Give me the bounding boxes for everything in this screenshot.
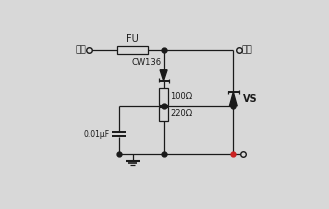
Text: CW136: CW136 — [131, 58, 161, 67]
Polygon shape — [160, 70, 167, 80]
Text: 输入: 输入 — [75, 45, 86, 54]
Text: 100Ω: 100Ω — [170, 92, 193, 101]
Bar — [159, 88, 168, 105]
Text: 0.01μF: 0.01μF — [83, 130, 109, 139]
Bar — [159, 107, 168, 121]
Text: 220Ω: 220Ω — [170, 109, 193, 118]
Polygon shape — [229, 92, 237, 106]
Text: FU: FU — [126, 34, 139, 43]
Text: 输出: 输出 — [242, 45, 253, 54]
Text: VS: VS — [243, 94, 258, 104]
Bar — [117, 46, 148, 54]
